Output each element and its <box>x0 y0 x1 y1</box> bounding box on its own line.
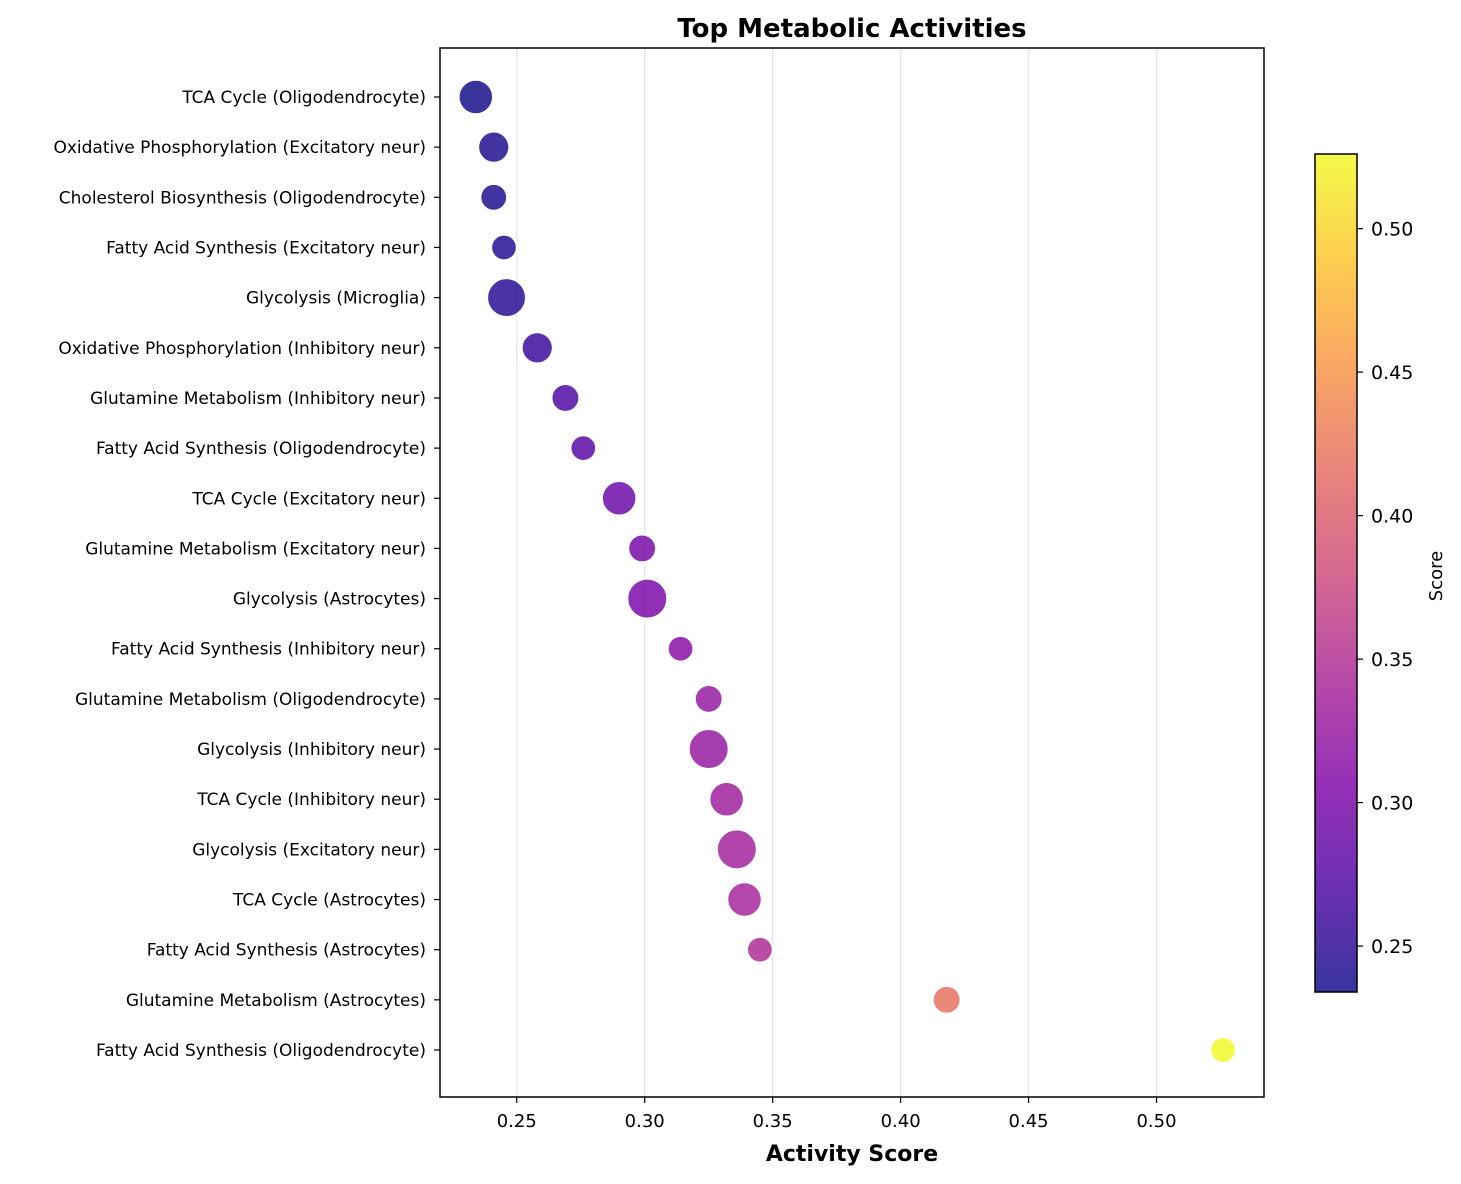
data-point <box>708 780 745 818</box>
data-point <box>490 233 518 262</box>
grid-lines <box>516 48 1158 1097</box>
x-axis-ticks: 0.25 0.30 0.35 0.40 0.45 0.50 <box>497 1097 1177 1132</box>
colorbar-tick-label: 0.50 <box>1371 219 1413 241</box>
colorbar-tick-label: 0.25 <box>1371 936 1413 958</box>
y-tick-label: Glutamine Metabolism (Inhibitory neur) <box>90 389 426 409</box>
x-tick-label: 0.25 <box>497 1111 537 1132</box>
y-tick-label: Cholesterol Biosynthesis (Oligodendrocyt… <box>59 188 426 208</box>
y-tick-labels: TCA Cycle (Oligodendrocyte) Oxidative Pho… <box>53 88 440 1061</box>
y-tick-label: Glutamine Metabolism (Excitatory neur) <box>85 539 426 559</box>
y-tick-label: Oxidative Phosphorylation (Excitatory ne… <box>53 138 426 158</box>
data-point <box>746 935 774 964</box>
y-tick-label: Fatty Acid Synthesis (Astrocytes) <box>147 941 426 961</box>
x-axis-label: Activity Score <box>766 1142 938 1167</box>
data-point <box>627 533 658 564</box>
y-tick-label: Oxidative Phosphorylation (Inhibitory ne… <box>58 339 426 359</box>
x-tick-label: 0.40 <box>881 1111 921 1132</box>
data-point <box>600 480 638 517</box>
colorbar-tick-label: 0.35 <box>1371 649 1413 671</box>
data-point <box>726 881 763 918</box>
data-point <box>550 382 581 413</box>
x-tick-label: 0.30 <box>625 1111 665 1132</box>
y-tick-label: TCA Cycle (Excitatory neur) <box>191 489 426 509</box>
data-point <box>457 78 495 116</box>
x-tick-label: 0.50 <box>1136 1111 1176 1132</box>
y-tick-label: Glycolysis (Inhibitory neur) <box>197 740 426 760</box>
y-tick-label: Fatty Acid Synthesis (Inhibitory neur) <box>111 640 426 660</box>
data-point <box>626 577 669 620</box>
data-point <box>520 331 554 365</box>
data-point <box>693 683 724 714</box>
data-points <box>457 78 1237 1064</box>
colorbar-ticks: 0.25 0.30 0.35 0.40 0.45 0.50 <box>1357 219 1413 958</box>
y-tick-label: TCA Cycle (Astrocytes) <box>232 891 426 911</box>
data-point <box>1209 1036 1237 1064</box>
data-point <box>477 130 511 164</box>
data-point <box>931 984 962 1015</box>
data-point <box>569 434 598 462</box>
chart-title: Top Metabolic Activities <box>677 14 1026 44</box>
x-tick-label: 0.35 <box>753 1111 793 1132</box>
data-point <box>687 728 730 771</box>
y-tick-label: Glycolysis (Astrocytes) <box>233 590 426 610</box>
colorbar-label: Score <box>1426 551 1447 601</box>
x-tick-label: 0.45 <box>1009 1111 1049 1132</box>
y-tick-label: Glutamine Metabolism (Astrocytes) <box>126 991 426 1011</box>
y-tick-label: Glutamine Metabolism (Oligodendrocyte) <box>75 690 426 710</box>
y-tick-label: Fatty Acid Synthesis (Oligodendrocyte) <box>96 439 426 459</box>
data-point <box>666 634 695 663</box>
y-tick-label: TCA Cycle (Inhibitory neur) <box>196 790 426 810</box>
colorbar-tick-label: 0.40 <box>1371 506 1413 528</box>
colorbar <box>1314 153 1358 993</box>
colorbar-tick-label: 0.30 <box>1371 793 1413 815</box>
data-point <box>486 277 527 319</box>
data-point <box>715 828 758 871</box>
plot-frame <box>439 47 1265 1098</box>
y-tick-label: TCA Cycle (Oligodendrocyte) <box>181 88 426 108</box>
y-tick-label: Fatty Acid Synthesis (Excitatory neur) <box>106 238 426 258</box>
colorbar-tick-label: 0.45 <box>1371 362 1413 384</box>
y-tick-label: Glycolysis (Microglia) <box>246 289 426 309</box>
y-tick-label: Fatty Acid Synthesis (Oligodendrocyte) <box>96 1041 426 1061</box>
data-point <box>479 182 509 212</box>
y-tick-label: Glycolysis (Excitatory neur) <box>192 840 426 860</box>
